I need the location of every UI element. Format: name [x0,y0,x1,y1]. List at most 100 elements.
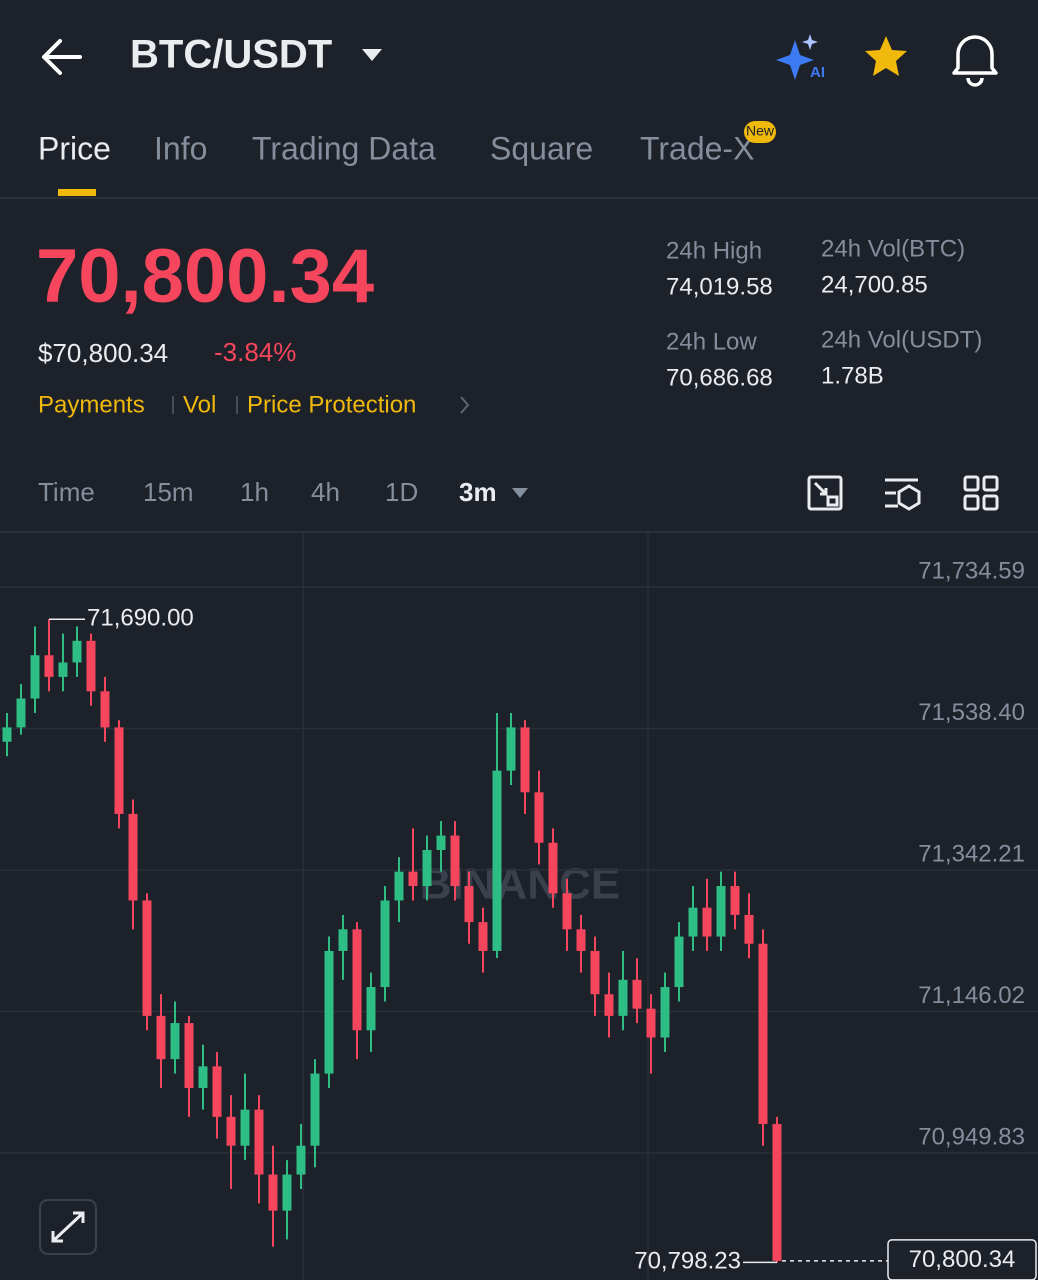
candle-body [772,1124,782,1261]
candle-body [562,893,572,930]
tool-draw[interactable] [807,475,843,511]
high-marker-label: 71,690.00 [87,605,194,632]
candle-body [352,929,362,1031]
expand-frame [39,1199,97,1255]
stats-panel: 24h High 74,019.58 24h Vol(BTC) 24,700.85 24… [666,235,982,391]
candle-body [716,886,726,937]
candle-body [702,907,712,937]
candle-body [688,907,698,937]
candle-body [730,886,740,915]
candle-body [86,640,96,692]
candle-body [534,792,544,843]
candle-body [240,1109,250,1146]
tool-indicators[interactable] [885,478,921,511]
last-price: 70,800.34 [36,234,374,319]
interval[interactable]: 15m [143,477,194,507]
y-tick-label: 71,538.40 [918,699,1025,726]
stat-label: 24h High [666,237,762,264]
interval[interactable]: 3m [459,477,497,507]
tab[interactable]: Trading Data [252,130,436,166]
link[interactable]: Payments [38,391,145,418]
candle-body [128,813,138,901]
new-badge: New [746,123,775,139]
candle-body [450,835,460,887]
candle-body [758,943,768,1125]
candle-body [170,1023,180,1060]
tool-frame [807,475,843,511]
pair-title[interactable]: BTC/USDT [130,33,332,77]
interval-dropdown[interactable] [512,488,528,498]
tab[interactable]: Info [154,130,207,166]
stat-value: 74,019.58 [666,273,773,300]
bell-clapper [966,77,984,87]
link[interactable]: Vol [183,391,216,418]
tool-glyph [982,494,999,511]
stat-label: 24h Vol(BTC) [821,235,965,262]
candle-body [212,1066,222,1117]
watermark: BINANCE [420,860,620,909]
favorite-star[interactable] [865,36,907,76]
low-marker-label: 70,798.23 [634,1248,741,1275]
notification-bell[interactable] [952,35,998,87]
candle-body [16,698,26,728]
pair-dropdown[interactable] [362,49,382,61]
candle-body [646,1008,656,1038]
interval: Time [38,477,95,507]
candle-body [408,871,418,887]
candle-body [604,994,614,1016]
candlestick-chart: BINANCE 71,734.59 71,538.40 71,342.21 71,14… [0,533,1038,1280]
link-chevron [460,396,470,414]
candle-body [156,1015,166,1060]
candle-body [548,842,558,894]
interval[interactable]: 1h [240,477,269,507]
back-arrow [42,39,82,75]
candle-body [618,979,628,1016]
candle-body [394,871,404,901]
candle-body [590,950,600,995]
ai-button[interactable]: AI [776,34,825,81]
candle-body [506,727,516,771]
candle-body [184,1023,194,1089]
candle-body [254,1109,264,1175]
last-price-label: 70,800.34 [909,1246,1016,1273]
tab[interactable]: Trade-X [640,130,754,166]
candle-body [576,929,586,951]
candle-body [282,1174,292,1211]
tool-glyph [813,481,828,496]
stat-value: 70,686.68 [666,364,773,391]
tool-glyph [982,475,999,492]
candle-body [114,727,124,814]
y-tick-label: 71,146.02 [918,982,1025,1009]
chart-tools [807,475,999,511]
tab-bar: Price Info Trading Data Square Trade-X [38,130,754,166]
fiat-price: $70,800.34 [38,338,168,368]
expand-button[interactable] [39,1199,97,1255]
candle-body [338,929,348,951]
candle-body [100,691,110,728]
interval-bar: Time 15m 1h 4h 1D 3m [38,477,497,507]
candle-body [268,1174,278,1211]
link[interactable]: Price Protection [247,391,416,418]
tool-layout[interactable] [963,475,999,511]
tool-glyph [963,475,980,492]
candle-body [2,727,12,742]
tool-glyph [826,495,839,507]
candle-body [44,655,54,677]
stat-value: 24,700.85 [821,271,928,298]
interval[interactable]: 4h [311,477,340,507]
back-button[interactable] [42,39,82,75]
interval[interactable]: 1D [385,477,418,507]
tab[interactable]: Price [38,130,111,166]
candle-body [464,886,474,923]
tab[interactable]: Square [490,130,593,166]
candle-body [436,835,446,850]
candle-body [660,987,670,1038]
candle-body [226,1116,236,1146]
candle-body [58,662,68,677]
candle-body [492,770,502,951]
price-change: -3.84% [214,337,296,367]
tool-glyph [885,478,918,508]
candle-body [142,900,152,1016]
